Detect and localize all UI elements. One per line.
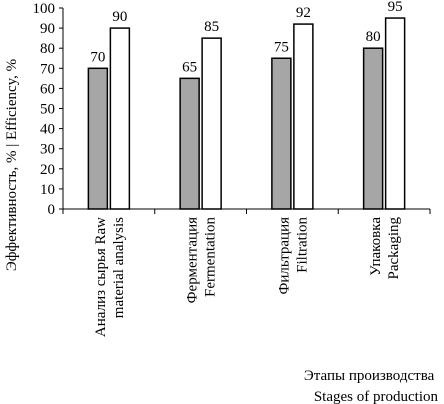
bar-s1-c3 <box>271 57 292 210</box>
y-tick-label: 20 <box>40 162 55 178</box>
data-label: 92 <box>296 5 311 21</box>
y-tick-label: 70 <box>40 61 55 77</box>
data-label: 65 <box>182 59 197 75</box>
x-category-line: Упаковка <box>368 217 384 276</box>
data-label: 95 <box>388 0 403 15</box>
bar-s2-c2 <box>201 37 222 210</box>
y-axis-ticks: 0 10 20 30 40 50 60 70 80 90 100 <box>33 1 63 218</box>
data-label: 80 <box>366 29 381 45</box>
x-category-line: material analysis <box>111 217 127 318</box>
data-label: 90 <box>112 9 127 25</box>
y-tick-label: 50 <box>40 102 55 118</box>
x-axis-title-line-2: Stages of production <box>314 389 439 404</box>
plot-area: 70 90 65 85 75 92 80 95 <box>62 0 430 210</box>
bar-s2-c4 <box>384 17 406 210</box>
data-label: 70 <box>90 49 105 65</box>
y-axis-title: Эффективность, % | Efficiency, % <box>4 59 20 271</box>
y-tick-label: 10 <box>40 182 55 198</box>
y-tick-label: 80 <box>40 41 55 57</box>
x-category-line: Filtration <box>294 217 310 273</box>
x-category-label: Фильтрация Filtration <box>276 217 310 295</box>
x-category-label: Ферментация Fermentation <box>185 217 219 304</box>
y-tick-label: 30 <box>40 142 55 158</box>
y-tick-label: 0 <box>48 202 56 218</box>
x-axis-title-line-1: Этапы производства <box>304 368 435 384</box>
bar-s1-c1 <box>87 67 109 210</box>
bar-s2-c3 <box>293 23 314 210</box>
x-category-line: Анализ сырья Raw <box>93 217 109 337</box>
bar-s2-c1 <box>109 27 131 210</box>
y-tick-label: 40 <box>40 122 55 138</box>
x-category-label: Упаковка Packaging <box>368 217 402 280</box>
x-category-line: Fermentation <box>203 217 219 297</box>
x-axis-title: Этапы производства Stages of production <box>304 368 439 404</box>
y-tick-label: 100 <box>33 1 56 17</box>
bar-s1-c2 <box>179 77 200 210</box>
x-category-line: Packaging <box>386 217 402 280</box>
x-category-label: Анализ сырья Raw material analysis <box>93 217 127 337</box>
data-label: 85 <box>204 19 219 35</box>
y-tick-label: 60 <box>40 81 55 97</box>
data-label: 75 <box>274 39 289 55</box>
x-axis-categories: Анализ сырья Raw material analysis Фермент… <box>62 209 431 337</box>
bar-s1-c4 <box>362 47 384 210</box>
x-category-line: Фильтрация <box>276 217 292 295</box>
y-tick-label: 90 <box>40 21 55 37</box>
x-category-line: Ферментация <box>185 217 201 303</box>
